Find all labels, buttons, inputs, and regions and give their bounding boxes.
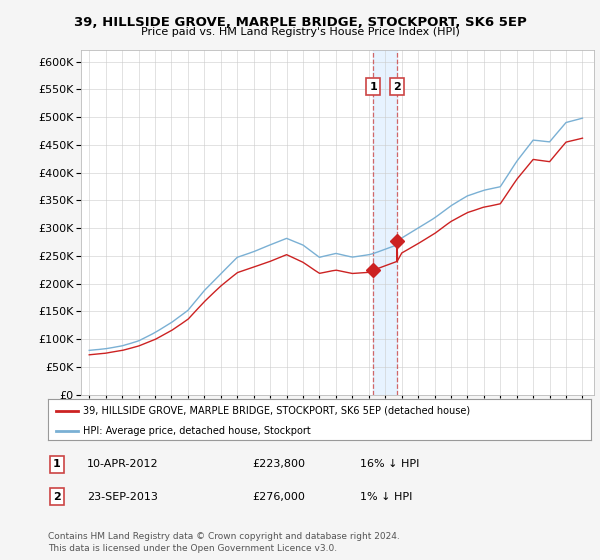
Bar xyxy=(373,50,397,395)
Text: £223,800: £223,800 xyxy=(252,459,305,469)
Text: 2: 2 xyxy=(53,492,61,502)
Text: HPI: Average price, detached house, Stockport: HPI: Average price, detached house, Stoc… xyxy=(83,426,311,436)
Text: 1: 1 xyxy=(370,82,377,91)
Text: 2: 2 xyxy=(394,82,401,91)
Text: 16% ↓ HPI: 16% ↓ HPI xyxy=(360,459,419,469)
Text: £276,000: £276,000 xyxy=(252,492,305,502)
Text: 1: 1 xyxy=(53,459,61,469)
Text: Contains HM Land Registry data © Crown copyright and database right 2024.
This d: Contains HM Land Registry data © Crown c… xyxy=(48,532,400,553)
Text: Price paid vs. HM Land Registry's House Price Index (HPI): Price paid vs. HM Land Registry's House … xyxy=(140,27,460,37)
Text: 1% ↓ HPI: 1% ↓ HPI xyxy=(360,492,412,502)
Text: 23-SEP-2013: 23-SEP-2013 xyxy=(87,492,158,502)
Text: 39, HILLSIDE GROVE, MARPLE BRIDGE, STOCKPORT, SK6 5EP: 39, HILLSIDE GROVE, MARPLE BRIDGE, STOCK… xyxy=(74,16,526,29)
Text: 10-APR-2012: 10-APR-2012 xyxy=(87,459,158,469)
Text: 39, HILLSIDE GROVE, MARPLE BRIDGE, STOCKPORT, SK6 5EP (detached house): 39, HILLSIDE GROVE, MARPLE BRIDGE, STOCK… xyxy=(83,405,470,416)
